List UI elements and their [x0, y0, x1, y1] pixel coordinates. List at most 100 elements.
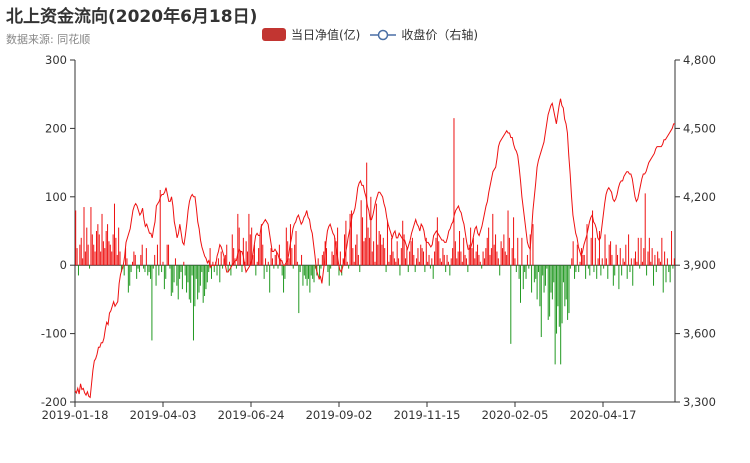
net-flow-bar [384, 248, 386, 266]
net-flow-bar [601, 258, 603, 266]
net-flow-bar [626, 265, 628, 279]
net-flow-bar [420, 244, 422, 266]
net-flow-bar [94, 251, 96, 266]
net-flow-bar [367, 227, 369, 266]
net-flow-bar [424, 265, 426, 273]
legend-item-net-flow[interactable]: 当日净值(亿) [262, 26, 360, 43]
net-flow-bar [208, 265, 210, 273]
net-flow-bar [503, 234, 505, 266]
net-flow-bar [125, 248, 127, 266]
net-flow-bar [662, 265, 664, 293]
net-flow-bar [280, 258, 282, 266]
net-flow-bar [431, 258, 433, 266]
net-flow-bar [356, 234, 358, 266]
net-flow-bar [538, 265, 540, 273]
net-flow-bar [416, 258, 418, 266]
net-flow-bar [331, 251, 333, 266]
net-flow-bar [438, 241, 440, 266]
net-flow-bar [284, 265, 286, 279]
net-flow-bar [242, 237, 244, 266]
net-flow-bar [353, 261, 355, 266]
net-flow-bar [274, 254, 276, 266]
net-flow-bar [525, 265, 527, 279]
net-flow-bar [643, 248, 645, 266]
net-flow-bar [373, 241, 375, 266]
net-flow-bar [168, 244, 170, 266]
net-flow-bar [396, 241, 398, 266]
net-flow-bar [154, 254, 156, 266]
net-flow-bar [668, 265, 670, 273]
net-flow-bar [635, 251, 637, 266]
net-flow-bar [165, 265, 167, 279]
net-flow-bar [305, 265, 307, 279]
net-flow-bar [542, 265, 544, 276]
net-flow-bar [159, 189, 161, 266]
net-flow-bar [170, 265, 172, 296]
net-flow-bar [587, 265, 589, 269]
net-flow-bar [169, 265, 171, 269]
net-flow-bar [295, 231, 297, 266]
net-flow-bar [557, 265, 559, 307]
net-flow-bar [76, 248, 78, 266]
net-flow-bar [460, 251, 462, 266]
net-flow-bar [273, 265, 275, 269]
net-flow-bar [605, 258, 607, 266]
net-flow-bar [271, 258, 273, 266]
net-flow-bar [197, 265, 199, 300]
net-flow-bar [521, 237, 523, 266]
legend-item-close-price[interactable]: 收盘价（右轴) [370, 26, 478, 43]
net-flow-bar [661, 237, 663, 266]
net-flow-bar [90, 207, 92, 266]
axes: -200 -100 0 100 200 300 3,300 3,600 3,900 4,200 4,… [41, 53, 716, 422]
net-flow-bar [633, 258, 635, 266]
net-flow-bar [199, 265, 201, 286]
net-flow-bar [134, 254, 136, 266]
net-flow-bar [443, 254, 445, 266]
net-flow-bar [362, 217, 364, 266]
net-flow-bar [659, 261, 661, 266]
net-flow-bar [449, 265, 451, 276]
net-flow-bar [210, 265, 212, 279]
net-flow-bar [386, 220, 388, 266]
net-flow-bar [364, 237, 366, 266]
net-flow-bar [447, 261, 449, 266]
net-flow-bar [510, 265, 512, 344]
net-flow-bar [382, 237, 384, 266]
net-flow-bar [350, 210, 352, 266]
net-flow-bar [330, 265, 332, 269]
net-flow-bar [113, 203, 115, 266]
net-flow-bar [332, 254, 334, 266]
net-flow-bar [148, 265, 150, 273]
net-flow-bar [596, 265, 598, 279]
net-flow-bar [406, 248, 408, 266]
net-flow-bar [486, 237, 488, 266]
net-flow-bar [467, 265, 469, 273]
net-flow-bar [162, 261, 164, 266]
net-flow-bar [374, 261, 376, 266]
net-flow-bar [281, 265, 283, 276]
net-flow-bar [495, 234, 497, 266]
net-flow-bar [227, 265, 229, 273]
net-flow-bar [302, 265, 304, 286]
net-flow-bar [393, 258, 395, 266]
net-flow-bar [644, 193, 646, 266]
net-flow-bar [224, 254, 226, 266]
net-flow-bar [452, 248, 454, 266]
net-flow-bar [80, 237, 82, 266]
net-flow-bar [202, 265, 204, 303]
net-flow-bar [245, 241, 247, 266]
net-flow-bar [520, 265, 521, 303]
net-flow-bar [129, 265, 131, 286]
net-flow-bar [352, 248, 354, 266]
net-flow-bar [105, 231, 107, 266]
left-axis-tick-label: 0 [60, 258, 67, 272]
net-flow-bar [269, 265, 271, 293]
net-flow-bar [425, 237, 427, 266]
net-flow-bar [499, 265, 501, 276]
net-flow-bar [252, 254, 254, 266]
net-flow-bar [388, 261, 390, 266]
net-flow-bar [445, 265, 447, 273]
net-flow-bar [309, 265, 311, 293]
net-flow-bar [183, 261, 185, 266]
